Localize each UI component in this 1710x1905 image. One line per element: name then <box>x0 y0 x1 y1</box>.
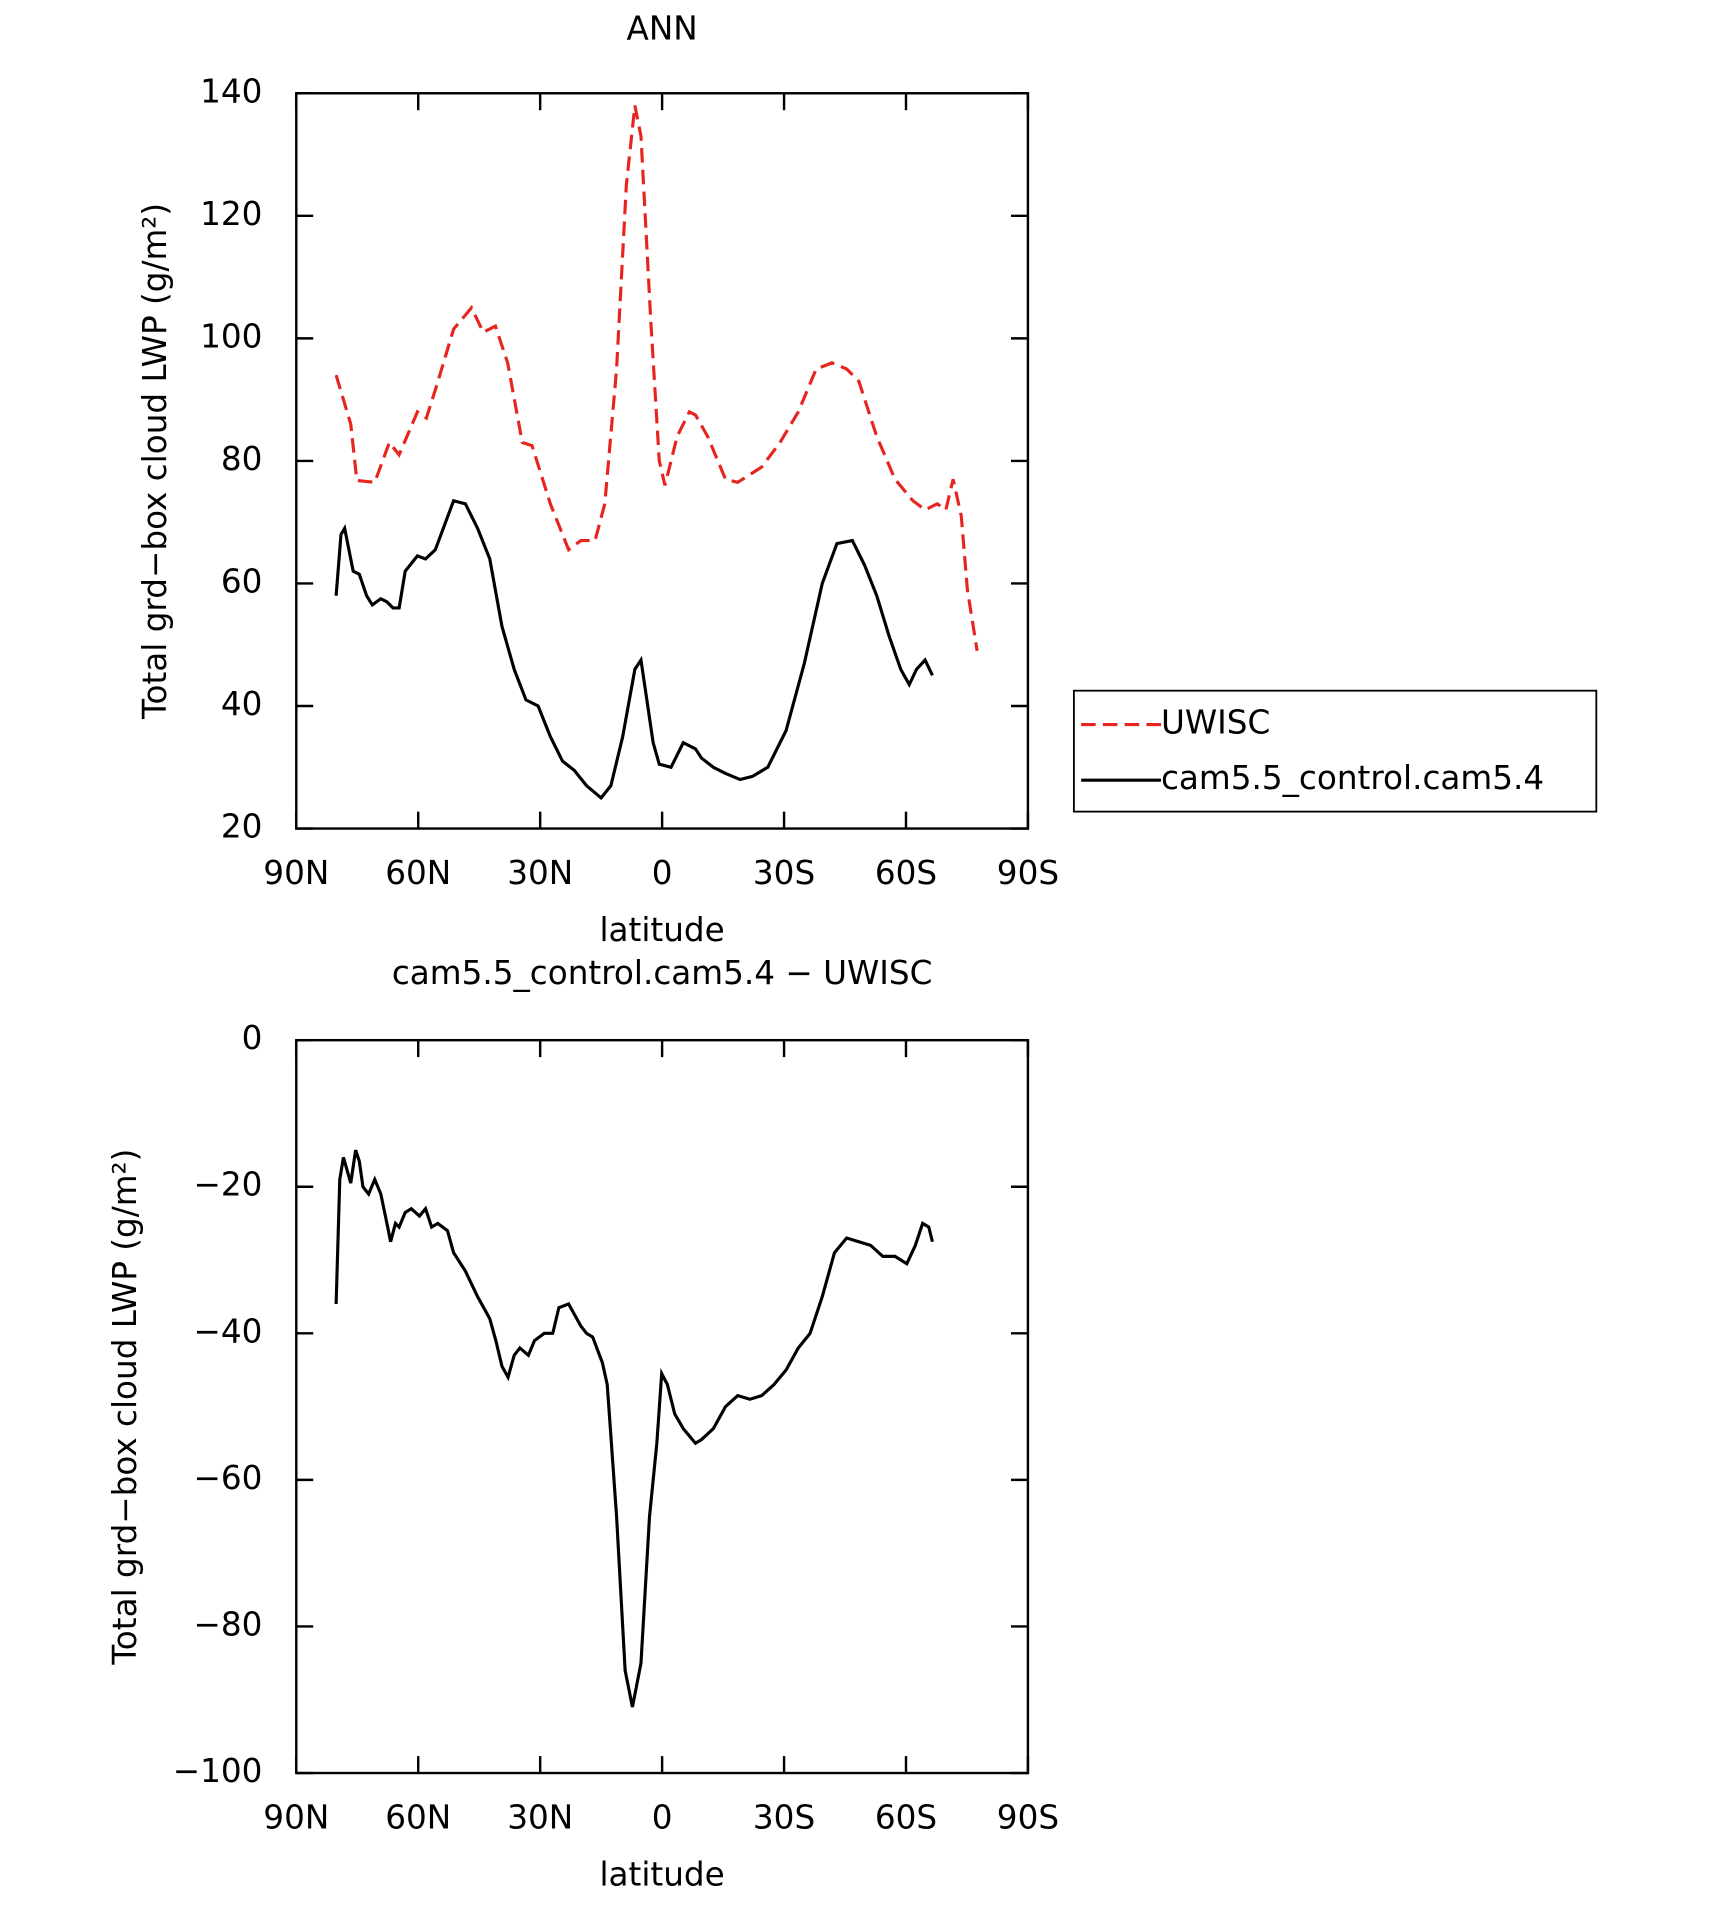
data-line <box>334 1149 934 1708</box>
x-tick-label: 60N <box>385 1799 451 1837</box>
data-line <box>334 105 979 652</box>
y-tick-label: 80 <box>221 440 263 478</box>
x-tick-label: 30S <box>753 1799 815 1837</box>
y-tick-label: −40 <box>194 1312 263 1350</box>
y-tick-label: 40 <box>221 685 263 723</box>
x-tick-label: 30N <box>507 1799 573 1837</box>
y-tick-label: 120 <box>200 195 262 233</box>
x-tick-label: 30S <box>753 854 815 892</box>
y-tick-label: −20 <box>194 1166 263 1204</box>
x-tick-label: 0 <box>652 1799 673 1837</box>
x-tick-label: 60S <box>875 854 937 892</box>
x-tick-label: 90N <box>263 1799 329 1837</box>
chart-title: cam5.5_control.cam5.4 − UWISC <box>392 954 933 992</box>
x-tick-label: 30N <box>507 854 573 892</box>
y-tick-label: 100 <box>200 317 262 355</box>
x-tick-label: 60N <box>385 854 451 892</box>
plot-frame <box>295 92 1030 830</box>
plot-frame <box>295 1038 1030 1775</box>
y-tick-label: 140 <box>200 72 262 110</box>
x-axis-label: latitude <box>599 1856 724 1894</box>
y-tick-label: −80 <box>194 1605 263 1643</box>
x-tick-label: 60S <box>875 1799 937 1837</box>
y-tick-label: 0 <box>242 1019 263 1057</box>
x-tick-label: 90N <box>263 854 329 892</box>
legend-label: UWISC <box>1161 704 1270 742</box>
chart-title: ANN <box>627 9 698 47</box>
data-line <box>334 498 934 801</box>
y-tick-label: −100 <box>173 1752 263 1790</box>
y-tick-label: 20 <box>221 808 263 846</box>
y-tick-label: −60 <box>194 1459 263 1497</box>
y-axis-label: Total grd−box cloud LWP (g/m²) <box>106 1149 144 1666</box>
x-tick-label: 90S <box>997 854 1059 892</box>
x-tick-label: 0 <box>652 854 673 892</box>
x-axis-label: latitude <box>599 911 724 949</box>
legend-label: cam5.5_control.cam5.4 <box>1161 759 1544 797</box>
legend-box <box>1072 689 1598 813</box>
x-tick-label: 90S <box>997 1799 1059 1837</box>
y-axis-label: Total grd−box cloud LWP (g/m²) <box>136 203 174 720</box>
y-tick-label: 60 <box>221 562 263 600</box>
